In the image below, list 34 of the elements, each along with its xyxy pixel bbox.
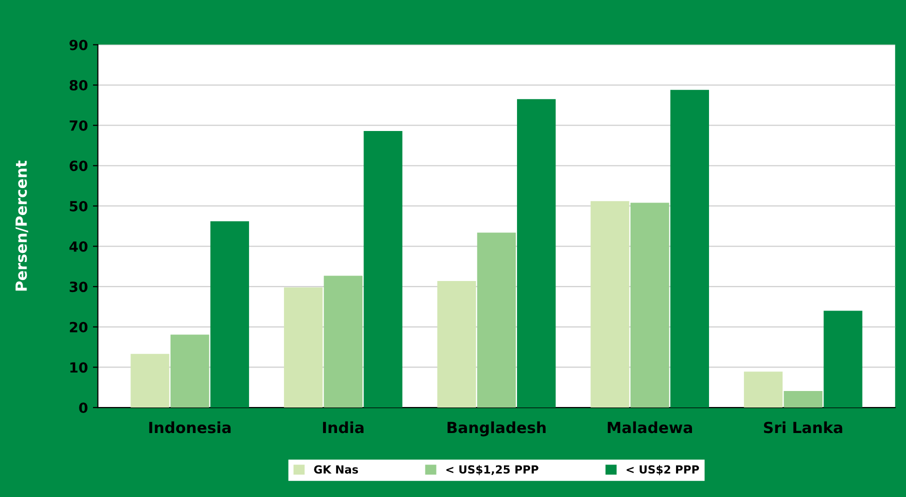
bar xyxy=(284,287,323,408)
y-tick-label: 70 xyxy=(70,120,88,131)
bar xyxy=(324,276,362,408)
bar xyxy=(744,372,783,408)
bar xyxy=(477,232,516,408)
legend-label: < US$1,25 PPP xyxy=(446,465,538,476)
bar xyxy=(670,90,710,408)
bar xyxy=(437,280,476,408)
x-tick-label: Sri Lanka xyxy=(764,421,842,434)
x-tick-label: Bangladesh xyxy=(448,421,546,436)
y-tick-label: 80 xyxy=(70,80,88,91)
y-tick-label: 30 xyxy=(70,282,88,292)
bar xyxy=(170,334,210,408)
bar xyxy=(590,201,630,408)
y-tick-label: 90 xyxy=(70,40,88,50)
y-axis-title: Persen/Percent xyxy=(16,160,28,291)
y-tick-label: 40 xyxy=(69,241,88,252)
y-tick-label: 60 xyxy=(70,160,88,172)
bar xyxy=(210,221,250,408)
bar xyxy=(130,354,170,408)
y-tick-label: 10 xyxy=(70,362,88,373)
y-tick-label: 50 xyxy=(70,200,88,212)
legend-label: GK Nas xyxy=(314,465,358,474)
y-tick-label: 0 xyxy=(79,402,88,414)
bar xyxy=(364,131,402,408)
bar xyxy=(784,391,822,408)
legend-label: < US$2 PPP xyxy=(626,465,700,476)
bar xyxy=(630,202,670,408)
y-tick-label: 20 xyxy=(70,322,88,332)
bar xyxy=(517,99,556,408)
x-tick-label: Maladewa xyxy=(608,421,692,434)
x-tick-label: India xyxy=(323,421,364,434)
bar xyxy=(824,310,862,408)
x-tick-label: Indonesia xyxy=(149,421,231,434)
